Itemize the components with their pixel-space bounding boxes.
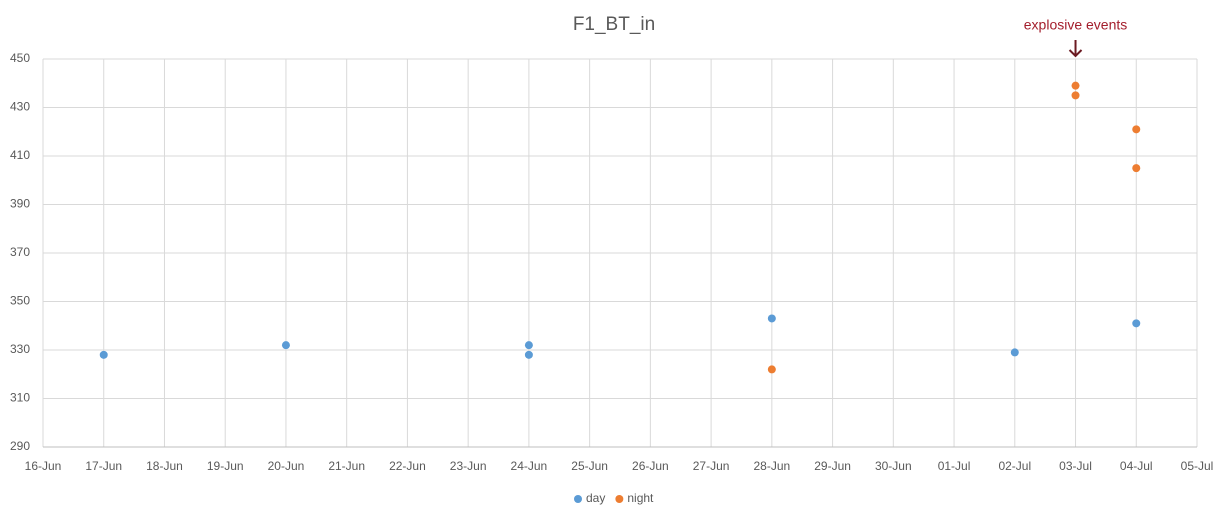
x-tick-label: 04-Jul [1120,459,1153,473]
x-tick-label: 30-Jun [875,459,912,473]
chart-title: F1_BT_in [573,14,655,35]
legend-label: night [627,491,654,505]
x-tick-label: 22-Jun [389,459,426,473]
x-tick-label: 23-Jun [450,459,487,473]
x-tick-label: 19-Jun [207,459,244,473]
x-tick-label: 21-Jun [328,459,365,473]
point [1071,81,1080,90]
y-tick-label: 390 [10,197,30,211]
x-tick-label: 05-Jul [1181,459,1214,473]
x-tick-label: 03-Jul [1059,459,1092,473]
point [767,365,776,374]
y-tick-label: 430 [10,100,30,114]
y-tick-label: 290 [10,439,30,453]
x-tick-label: 20-Jun [268,459,305,473]
x-tick-label: 17-Jun [85,459,122,473]
annotation: explosive events [1024,17,1128,33]
x-tick-label: 24-Jun [511,459,548,473]
x-tick-label: 28-Jun [753,459,790,473]
x-tick-label: 27-Jun [693,459,730,473]
point [524,350,533,359]
y-tick-label: 410 [10,148,30,162]
point [1071,91,1080,100]
point [1132,125,1141,134]
annotation-arrow [1068,40,1083,58]
y-tick-label: 350 [10,294,30,308]
x-tick-label: 02-Jul [998,459,1031,473]
y-tick-label: 450 [10,51,30,65]
legend-label: day [586,491,605,505]
x-tick-label: 16-Jun [25,459,62,473]
x-tick-label: 29-Jun [814,459,851,473]
point [281,341,290,350]
point [524,341,533,350]
x-tick-label: 01-Jul [938,459,971,473]
legend-marker [574,495,582,503]
point [767,314,776,323]
y-tick-label: 330 [10,342,30,356]
y-tick-label: 370 [10,245,30,259]
point [1132,164,1141,173]
x-tick-label: 25-Jun [571,459,608,473]
legend-marker [615,495,624,503]
x-tick-label: 18-Jun [146,459,183,473]
point [1132,319,1141,328]
point [1010,348,1019,357]
y-tick-label: 310 [10,391,30,405]
x-tick-label: 26-Jun [632,459,669,473]
point [99,350,108,359]
